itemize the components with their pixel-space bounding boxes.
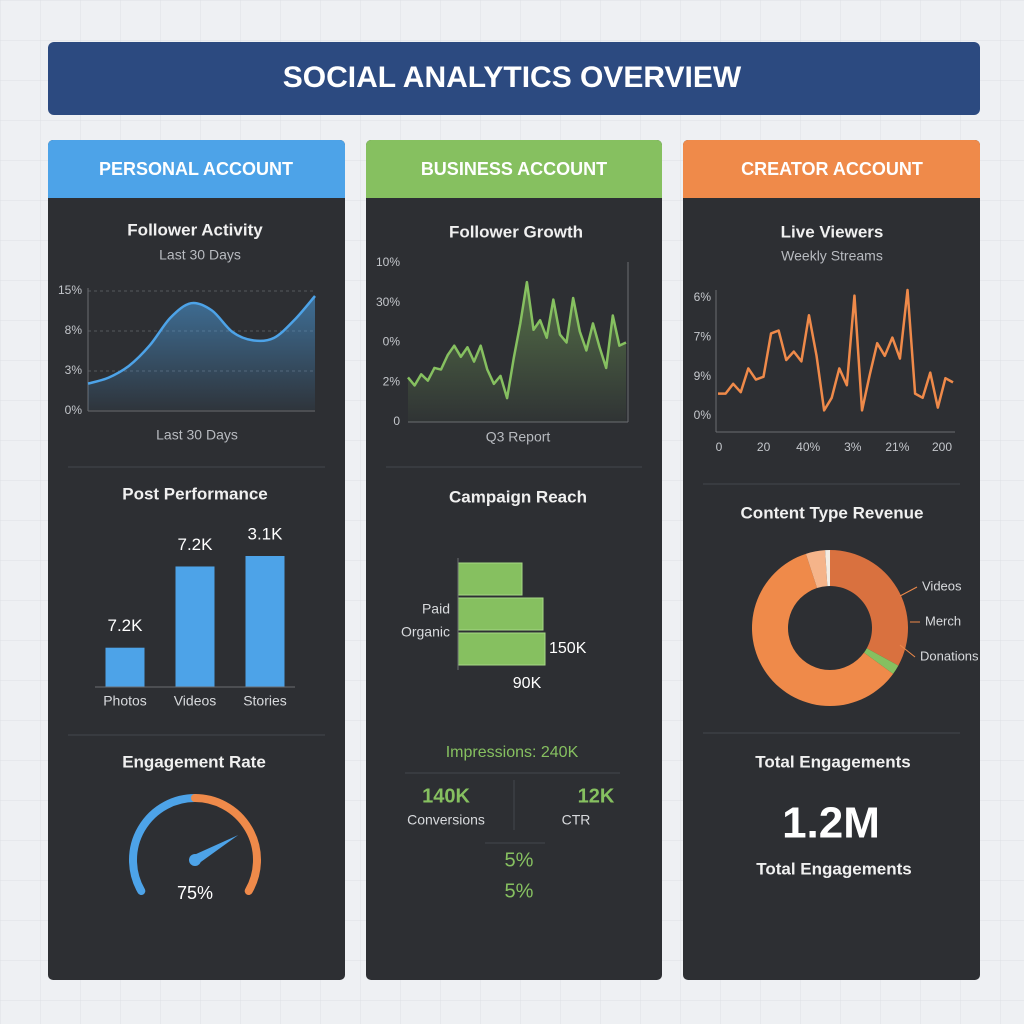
y-tick-label: 3%: [65, 363, 83, 377]
header-bar: [48, 42, 980, 115]
panel-header: [366, 140, 662, 198]
chart-title: Engagement Rate: [122, 752, 266, 771]
y-tick-label: 7%: [694, 330, 712, 344]
donut-slice: [863, 648, 899, 674]
metric-value: 140K: [422, 785, 470, 807]
gauge-needle: [192, 835, 239, 865]
bar: [175, 566, 215, 687]
bar-label: 7.2K: [108, 616, 144, 635]
line-series: [718, 288, 954, 412]
y-tick-label: 10%: [376, 255, 400, 269]
chart-subtitle: Last 30 Days: [159, 247, 241, 263]
donut-slice: [805, 550, 828, 589]
chart-title: Content Type Revenue: [741, 503, 924, 522]
panel-business: BUSINESS ACCOUNT Follower Growth Q3 Repo…: [366, 140, 662, 980]
bar-label: Organic: [401, 624, 450, 640]
metric-label: CTR: [562, 812, 591, 828]
x-axis-label: Q3 Report: [486, 429, 551, 445]
panel-title: CREATOR ACCOUNT: [741, 159, 923, 179]
bar-label: Paid: [422, 601, 450, 617]
y-tick-label: 8%: [65, 323, 83, 337]
y-tick-label: 0%: [383, 335, 401, 349]
x-tick-label: 21%: [885, 440, 909, 454]
chart-title: Campaign Reach: [449, 487, 587, 506]
leader-line: [899, 586, 918, 597]
x-tick-label: Stories: [243, 693, 287, 709]
y-tick-label: 2%: [383, 374, 401, 388]
donut-slice: [752, 553, 894, 706]
y-tick-label: 0%: [65, 403, 83, 417]
donut-slice: [825, 550, 830, 587]
x-tick-label: 20: [757, 440, 771, 454]
area-fill: [88, 296, 315, 410]
panel-title: BUSINESS ACCOUNT: [421, 159, 607, 179]
total-title: Total Engagements: [755, 752, 911, 771]
total-caption: Total Engagements: [756, 859, 912, 878]
x-tick-label: 3%: [844, 440, 862, 454]
legend-label: Videos: [922, 578, 962, 593]
x-tick-label: 200: [932, 440, 952, 454]
gauge-hub: [189, 854, 201, 866]
bar-label: 7.2K: [178, 535, 214, 554]
legend-label: Donations: [920, 648, 979, 663]
y-tick-label: 0%: [694, 408, 712, 422]
stat-extra: 5%: [505, 880, 534, 902]
leader-line: [899, 644, 916, 658]
bar: [457, 597, 544, 631]
bar: [245, 556, 285, 687]
total-value: 1.2M: [782, 799, 880, 848]
stat-extra: 5%: [505, 849, 534, 871]
x-tick-label: Videos: [174, 693, 217, 709]
x-tick-label: 0: [716, 440, 723, 454]
panel-header: [683, 140, 980, 198]
bar: [105, 647, 145, 687]
x-tick-label: 40%: [796, 440, 820, 454]
y-tick-label: 30%: [376, 295, 400, 309]
chart-subtitle: Weekly Streams: [781, 248, 883, 264]
metric-value: 12K: [578, 785, 615, 807]
gauge-track: [191, 794, 261, 895]
chart-title: Live Viewers: [781, 222, 884, 241]
donut-slice: [830, 550, 909, 666]
stat-headline: Impressions: 240K: [446, 744, 579, 761]
gauge-label: 75%: [177, 883, 213, 903]
bar: [457, 632, 546, 666]
x-axis-label: Last 30 Days: [156, 427, 238, 443]
y-tick-label: 0: [393, 414, 400, 428]
bar: [457, 562, 523, 596]
y-tick-label: 6%: [694, 290, 712, 304]
legend-label: Merch: [925, 613, 961, 628]
header-title: SOCIAL ANALYTICS OVERVIEW: [283, 61, 742, 94]
gauge-track: [129, 794, 199, 895]
bar-annotation: 90K: [513, 675, 542, 692]
panel-title: PERSONAL ACCOUNT: [99, 159, 293, 179]
y-tick-label: 9%: [694, 369, 712, 383]
chart-title: Follower Growth: [449, 222, 583, 241]
metric-label: Conversions: [407, 812, 485, 828]
bar-label: 3.1K: [248, 524, 284, 543]
y-tick-label: 15%: [58, 283, 82, 297]
x-tick-label: Photos: [103, 693, 147, 709]
line-series: [87, 295, 316, 385]
bar-annotation: 150K: [549, 640, 587, 657]
chart-title: Post Performance: [122, 484, 268, 503]
panel-header: [48, 140, 345, 198]
chart-title: Follower Activity: [127, 220, 263, 239]
line-series: [407, 280, 627, 400]
